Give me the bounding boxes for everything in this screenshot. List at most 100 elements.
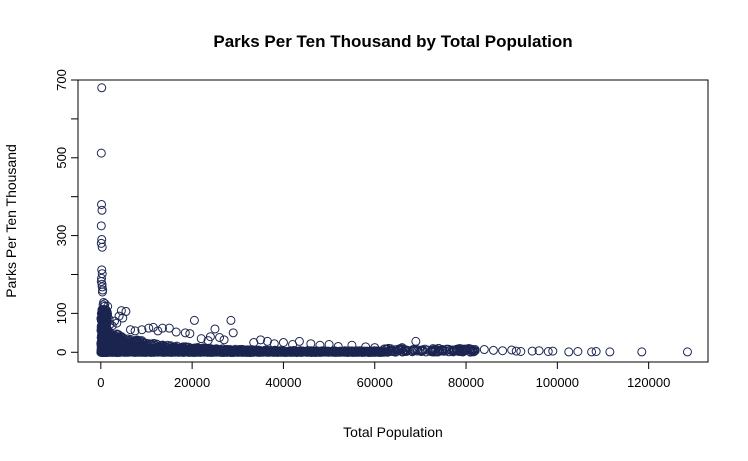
data-point — [97, 205, 107, 215]
data-point — [340, 347, 350, 357]
y-tick-label: 500 — [54, 147, 69, 169]
data-point — [564, 347, 574, 357]
x-axis-label: Total Population — [343, 424, 443, 440]
data-point — [408, 345, 418, 355]
x-axis: 0 20000 40000 60000 80000 100000 120000 — [97, 361, 670, 390]
data-point — [102, 312, 112, 322]
data-point — [215, 332, 225, 342]
data-point — [210, 324, 220, 334]
y-axis: 0 100 300 500 700 — [54, 69, 79, 356]
data-point — [591, 346, 601, 356]
data-point — [507, 345, 517, 355]
data-point — [118, 313, 128, 323]
data-point — [637, 347, 647, 357]
x-tick-label: 40000 — [265, 375, 301, 390]
data-point — [135, 341, 145, 351]
data-point — [228, 328, 238, 338]
data-point — [319, 347, 329, 357]
data-point — [239, 346, 249, 356]
data-point — [355, 347, 365, 357]
data-point — [164, 345, 174, 355]
data-point — [142, 346, 152, 356]
data-point — [157, 323, 167, 333]
x-tick-label: 0 — [97, 375, 104, 390]
data-point — [412, 346, 422, 356]
data-point — [103, 331, 113, 341]
data-point — [294, 336, 304, 346]
data-point — [97, 199, 107, 209]
data-point — [573, 346, 583, 356]
data-point — [97, 273, 107, 283]
data-point — [137, 325, 147, 335]
data-point — [171, 327, 181, 337]
data-point — [226, 347, 236, 357]
data-point — [257, 347, 267, 357]
data-point — [159, 347, 169, 357]
data-point — [262, 336, 272, 346]
data-point — [280, 347, 290, 357]
data-point — [451, 345, 461, 355]
data-point — [335, 346, 345, 356]
data-point — [390, 347, 400, 357]
data-point — [287, 347, 297, 357]
data-point — [435, 345, 445, 355]
data-point — [605, 347, 615, 357]
data-point — [166, 341, 176, 351]
plot-frame — [77, 79, 709, 363]
data-point — [349, 347, 359, 357]
data-point — [516, 346, 526, 356]
data-point — [235, 345, 245, 355]
data-point — [96, 148, 106, 158]
data-point — [682, 347, 692, 357]
data-point — [219, 335, 229, 345]
data-point — [448, 346, 458, 356]
data-point — [543, 346, 553, 356]
data-point — [98, 306, 108, 316]
data-point — [97, 287, 107, 297]
data-point — [368, 346, 378, 356]
x-tick-label: 120000 — [627, 375, 670, 390]
data-point — [126, 325, 135, 335]
y-tick-label: 100 — [54, 303, 69, 325]
data-point — [130, 326, 140, 336]
data-point — [128, 337, 138, 347]
y-tick-label: 700 — [54, 69, 69, 91]
data-point — [180, 328, 190, 338]
data-point — [511, 346, 521, 356]
data-point — [232, 347, 242, 357]
data-point — [97, 265, 107, 275]
data-point — [263, 346, 273, 356]
data-point — [548, 346, 558, 356]
data-point — [112, 344, 122, 354]
data-point — [135, 336, 145, 346]
data-point — [189, 315, 199, 325]
data-point — [464, 343, 474, 353]
data-point — [426, 347, 436, 357]
data-point — [469, 347, 479, 357]
data-point — [342, 347, 352, 357]
data-point — [187, 345, 197, 355]
data-point — [100, 317, 110, 327]
data-point — [315, 347, 325, 357]
data-point — [96, 221, 106, 231]
y-tick-label: 300 — [54, 225, 69, 247]
data-point — [249, 346, 259, 356]
x-tick-label: 80000 — [448, 375, 484, 390]
data-point — [411, 336, 421, 346]
data-point — [256, 335, 266, 345]
data-point — [100, 337, 110, 347]
data-point — [118, 346, 128, 356]
data-point — [534, 346, 544, 356]
data-point — [201, 347, 211, 357]
data-point — [587, 347, 597, 357]
y-tick-label: 0 — [54, 349, 69, 356]
data-point — [185, 329, 195, 339]
data-point — [98, 345, 108, 355]
y-axis-label: Parks Per Ten Thousand — [3, 144, 19, 298]
data-point — [196, 346, 206, 356]
x-tick-label: 60000 — [357, 375, 393, 390]
data-point — [527, 346, 537, 356]
data-point — [488, 345, 498, 355]
data-point — [99, 324, 109, 334]
